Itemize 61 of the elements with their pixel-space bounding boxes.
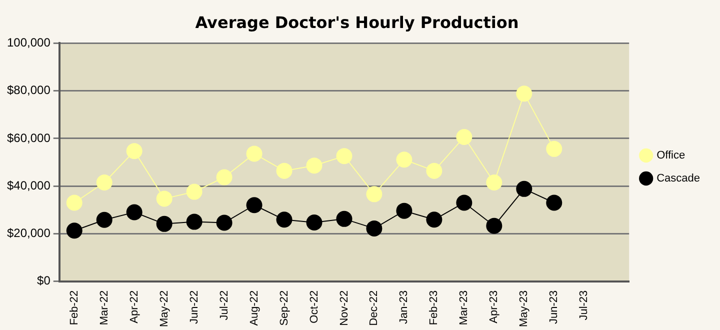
legend-label: Office — [656, 150, 686, 162]
x-tick-label: May-23 — [518, 290, 530, 328]
point — [96, 212, 112, 228]
point — [216, 169, 232, 186]
point — [396, 152, 412, 168]
x-tick-label: May-22 — [158, 290, 170, 328]
x-tick-label: Mar-22 — [98, 290, 110, 326]
x-tick-label: Jul-23 — [578, 290, 590, 320]
point — [396, 202, 412, 219]
point — [546, 140, 562, 157]
x-tick-label: Apr-23 — [488, 290, 500, 324]
point — [306, 214, 322, 231]
point — [486, 174, 502, 190]
point — [426, 162, 442, 179]
x-tick-label: Jan-23 — [398, 290, 410, 324]
point — [276, 162, 292, 179]
point — [96, 174, 112, 190]
point — [456, 129, 472, 146]
point — [66, 194, 82, 211]
point — [66, 222, 82, 239]
point — [186, 184, 202, 200]
point — [276, 212, 292, 228]
point — [186, 214, 202, 230]
x-tick-label: Jun-22 — [188, 290, 200, 324]
legend-label: Cascade — [656, 172, 700, 185]
x-tick-label: Feb-23 — [428, 290, 440, 326]
point — [246, 146, 262, 162]
point — [366, 186, 382, 202]
point — [366, 220, 382, 236]
x-tick-label: Sep-22 — [278, 290, 290, 326]
point — [216, 214, 232, 231]
point — [336, 210, 352, 227]
point — [516, 86, 532, 102]
point — [246, 197, 262, 214]
y-tick-label: $40,000 — [6, 178, 51, 192]
point — [516, 180, 532, 197]
point — [306, 158, 322, 174]
x-tick-label: Mar-23 — [458, 290, 470, 326]
chart-title: Average Doctor's Hourly Production — [195, 12, 519, 32]
y-tick-label: 100,000 — [6, 36, 51, 50]
y-tick-label: $20,000 — [6, 226, 51, 240]
point — [486, 218, 502, 234]
point — [126, 204, 142, 220]
point — [156, 190, 172, 207]
point — [426, 212, 442, 228]
y-tick-label: $80,000 — [6, 83, 51, 98]
x-tick-label: Nov-22 — [338, 290, 350, 326]
x-tick-label: Jul-22 — [218, 290, 230, 320]
point — [156, 216, 172, 232]
y-tick-label: $0 — [37, 274, 51, 288]
point — [336, 148, 352, 164]
x-tick-label: Dec-22 — [368, 290, 380, 326]
x-tick-label: Apr-22 — [128, 290, 140, 324]
x-tick-label: Oct-22 — [308, 290, 320, 324]
point — [546, 194, 562, 211]
point — [456, 194, 472, 211]
point — [126, 143, 142, 160]
y-tick-label: $60,000 — [6, 130, 51, 145]
x-tick-label: Feb-22 — [68, 290, 80, 326]
x-tick-label: Aug-22 — [248, 290, 260, 326]
x-tick-label: Jun-23 — [548, 290, 560, 324]
